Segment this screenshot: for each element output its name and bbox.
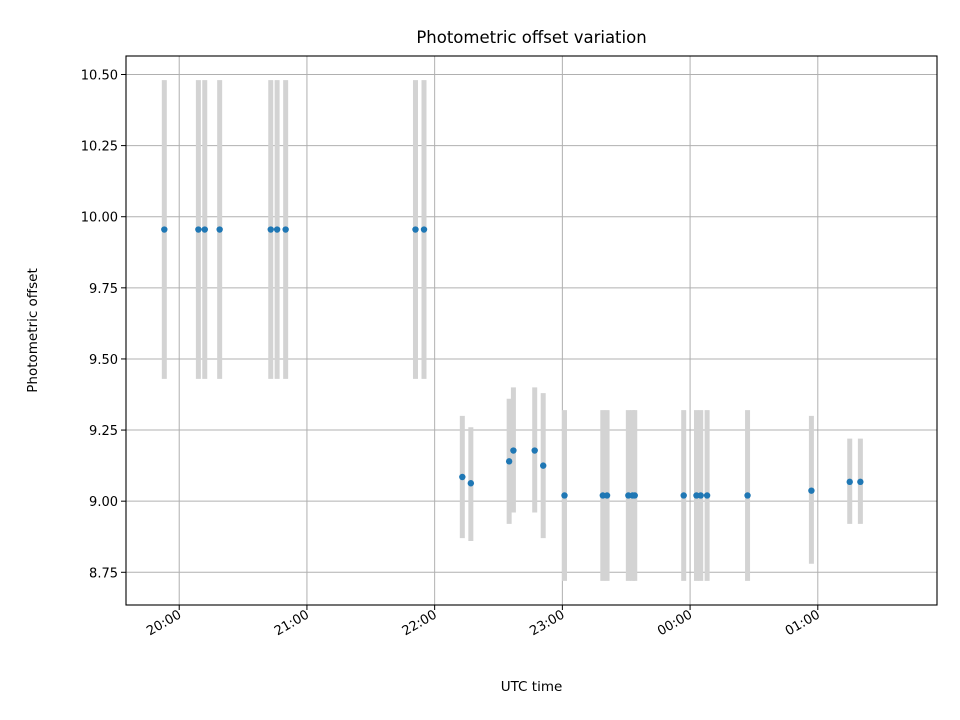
- data-point: [420, 226, 428, 233]
- data-point: [631, 492, 638, 499]
- data-point: [603, 492, 611, 499]
- y-tick-label: 9.25: [89, 424, 118, 439]
- y-axis-label: Photometric offset: [25, 268, 41, 392]
- data-point: [808, 487, 815, 494]
- data-point: [216, 226, 223, 233]
- data-point: [273, 226, 281, 233]
- data-point: [540, 462, 547, 469]
- y-tick-label: 10.25: [81, 140, 118, 155]
- x-axis-label: UTC time: [501, 679, 563, 695]
- data-point: [505, 458, 513, 465]
- data-point: [531, 447, 538, 454]
- y-tick-label: 9.00: [89, 495, 118, 510]
- chart-title: Photometric offset variation: [416, 28, 646, 47]
- data-point: [846, 478, 853, 486]
- data-point: [510, 447, 517, 454]
- data-point: [857, 478, 864, 486]
- data-point: [267, 226, 274, 233]
- data-point: [459, 473, 466, 481]
- y-tick-label: 9.75: [89, 282, 118, 297]
- y-tick-label: 8.75: [89, 566, 118, 581]
- data-point: [412, 226, 419, 233]
- data-point: [161, 226, 168, 233]
- data-points: [161, 226, 864, 499]
- y-tick-label: 9.50: [89, 353, 118, 368]
- data-point: [697, 492, 704, 499]
- data-point: [744, 492, 751, 499]
- plot-frame: [125, 55, 938, 606]
- grid: [126, 56, 937, 605]
- data-point: [282, 226, 289, 233]
- y-tick-label: 10.00: [81, 211, 118, 226]
- data-point: [467, 480, 475, 487]
- data-point: [195, 226, 202, 233]
- y-tick-label: 10.50: [81, 68, 118, 83]
- data-point: [201, 226, 208, 233]
- data-point: [703, 492, 711, 499]
- data-point: [680, 492, 687, 499]
- data-point: [561, 492, 568, 499]
